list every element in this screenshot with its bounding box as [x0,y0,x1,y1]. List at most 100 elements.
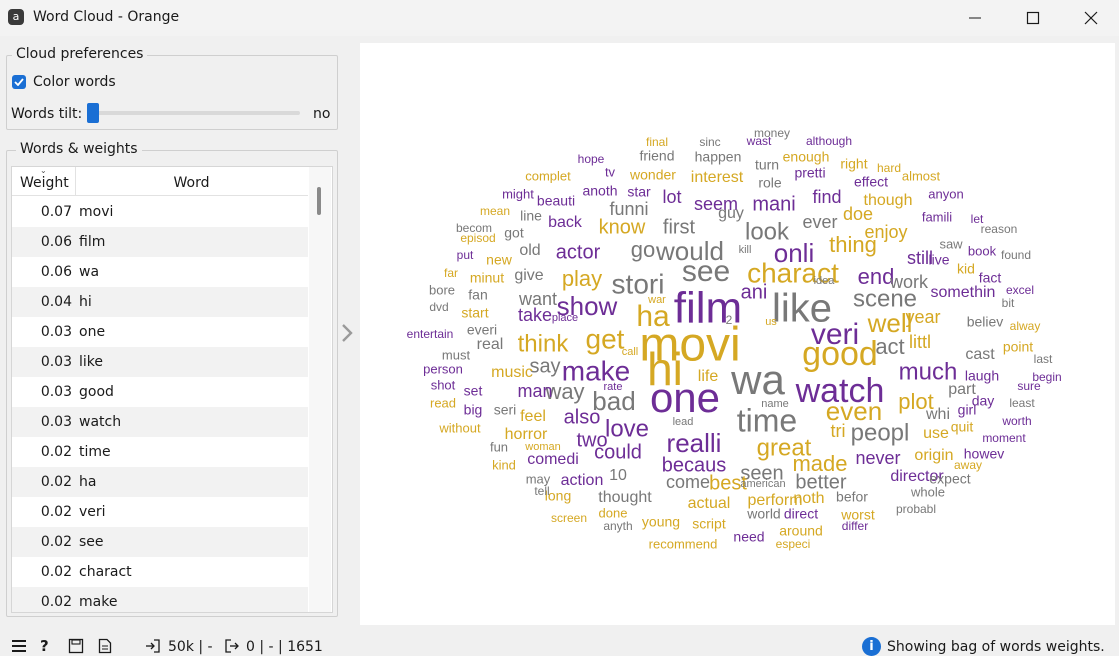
cloud-word[interactable]: whi [925,406,950,423]
cloud-word[interactable]: bore [429,282,455,297]
report-icon[interactable] [98,638,112,654]
cloud-word[interactable]: noth [793,490,824,507]
table-row[interactable]: 0.02 see [12,527,308,557]
cloud-word[interactable]: us [765,316,777,328]
cloud-word[interactable]: fun [490,439,508,454]
cloud-word[interactable]: becom [456,221,492,235]
cloud-word[interactable]: recommend [649,536,718,551]
cloud-word[interactable]: watch [795,372,885,410]
cloud-word[interactable]: alway [1010,319,1041,333]
cloud-word[interactable]: set [464,383,483,399]
cloud-word[interactable]: also [564,406,601,428]
cloud-word[interactable]: guy [718,205,744,222]
cloud-word[interactable]: music [491,364,533,381]
table-row[interactable]: 0.02 make [12,587,308,612]
cloud-word[interactable]: differ [842,519,868,533]
cloud-word[interactable]: pretti [794,165,825,181]
cloud-word[interactable]: everi [467,322,497,338]
table-row[interactable]: 0.02 veri [12,497,308,527]
cloud-word[interactable]: anyth [603,519,632,533]
cloud-word[interactable]: way [544,379,584,404]
cloud-word[interactable]: make [562,355,630,386]
cloud-word[interactable]: cast [965,346,995,363]
cloud-word[interactable]: name [761,398,789,410]
cloud-word[interactable]: around [779,523,823,539]
cloud-word[interactable]: dvd [429,300,448,314]
cloud-word[interactable]: 10 [609,467,627,484]
cloud-word[interactable]: actual [688,495,731,512]
cloud-word[interactable]: person [423,361,463,376]
cloud-word[interactable]: funni [609,199,648,219]
cloud-word[interactable]: charact [747,257,839,288]
cloud-word[interactable]: rate [604,381,623,393]
cloud-word[interactable]: 2 [726,313,733,327]
cloud-word[interactable]: use [923,425,949,442]
cloud-word[interactable]: found [1001,248,1031,262]
cloud-word[interactable]: almost [902,168,941,183]
cloud-word[interactable]: role [758,175,782,191]
column-header-weight[interactable]: Weight [20,175,69,191]
scrollbar-thumb[interactable] [317,187,321,215]
cloud-word[interactable]: find [812,187,841,207]
cloud-word[interactable]: worth [1001,414,1031,428]
cloud-word[interactable]: bad [592,386,635,416]
cloud-word[interactable]: final [646,135,668,149]
cloud-word[interactable]: happen [695,149,742,165]
cloud-word[interactable]: must [442,347,471,362]
table-row[interactable]: 0.02 time [12,437,308,467]
cloud-word[interactable]: go [631,237,655,262]
cloud-word[interactable]: thing [829,232,877,257]
cloud-word[interactable]: better [795,471,846,493]
cloud-word[interactable]: actor [556,241,601,263]
cloud-word[interactable]: well [867,308,913,338]
cloud-word[interactable]: horror [505,426,548,443]
cloud-word[interactable]: film [674,284,742,333]
cloud-word[interactable]: kid [957,261,975,277]
cloud-word[interactable]: tv [605,164,616,179]
cloud-word[interactable]: new [486,252,513,268]
cloud-word[interactable]: fact [979,270,1002,286]
cloud-word[interactable]: mean [480,204,510,218]
cloud-word[interactable]: let [971,212,984,226]
cloud-word[interactable]: ever [802,212,837,232]
cloud-word[interactable]: hard [877,161,901,175]
cloud-word[interactable]: veri [811,318,859,351]
cloud-word[interactable]: wast [746,134,772,148]
cloud-word[interactable]: book [968,243,997,258]
cloud-word[interactable]: great [757,434,812,461]
cloud-word[interactable]: beauti [537,193,575,209]
cloud-word[interactable]: got [504,225,524,241]
cloud-word[interactable]: laugh [965,368,999,384]
cloud-word[interactable]: director [890,468,944,485]
cloud-word[interactable]: without [438,420,481,435]
cloud-word[interactable]: complet [525,168,571,183]
cloud-word[interactable]: quit [951,419,974,435]
table-row[interactable]: 0.02 charact [12,557,308,587]
cloud-word[interactable]: even [826,396,882,426]
cloud-word[interactable]: money [754,126,790,140]
cloud-word[interactable]: hi [647,343,683,395]
cloud-word[interactable]: part [948,381,976,398]
cloud-word[interactable]: mani [752,193,795,215]
cloud-word[interactable]: life [698,368,719,385]
cloud-word[interactable]: live [928,252,949,268]
table-row[interactable]: 0.03 good [12,377,308,407]
cloud-word[interactable]: wonder [629,167,676,183]
cloud-word[interactable]: big [464,402,483,418]
cloud-word[interactable]: say [529,355,560,377]
cloud-word[interactable]: right [840,156,867,172]
cloud-word[interactable]: perform [747,492,802,509]
cloud-word[interactable]: hope [578,152,605,166]
cloud-word[interactable]: direct [784,506,818,522]
cloud-word[interactable]: lead [673,416,694,428]
cloud-word[interactable]: ani [741,281,768,303]
table-row[interactable]: 0.03 one [12,317,308,347]
cloud-word[interactable]: least [1009,396,1035,410]
cloud-word[interactable]: old [519,242,540,259]
cloud-word[interactable]: war [647,294,666,306]
cloud-word[interactable]: work [889,272,929,292]
cloud-word[interactable]: give [514,267,543,284]
cloud-word[interactable]: fan [468,287,487,303]
cloud-word[interactable]: becaus [662,454,727,476]
cloud-word[interactable]: play [562,266,602,291]
